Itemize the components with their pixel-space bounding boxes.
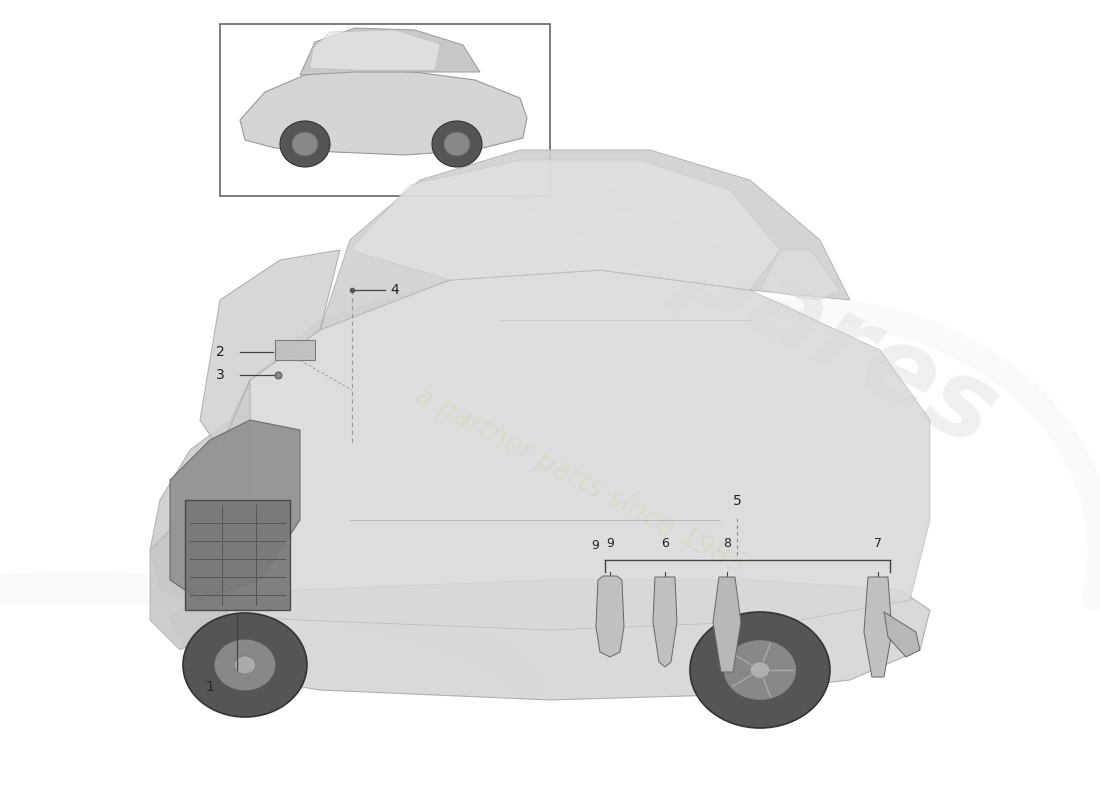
- Text: 9: 9: [591, 539, 598, 552]
- Polygon shape: [320, 150, 850, 330]
- Text: 7: 7: [873, 537, 882, 550]
- Text: eurspares: eurspares: [426, 90, 1014, 470]
- Polygon shape: [864, 577, 892, 677]
- Text: 2: 2: [217, 345, 226, 359]
- Text: 4: 4: [390, 283, 398, 297]
- Ellipse shape: [183, 613, 307, 717]
- Ellipse shape: [444, 132, 470, 156]
- Polygon shape: [170, 420, 300, 600]
- Polygon shape: [884, 612, 920, 657]
- Polygon shape: [200, 270, 930, 630]
- Text: 1: 1: [206, 680, 214, 694]
- Polygon shape: [150, 380, 250, 600]
- Text: 6: 6: [661, 537, 669, 550]
- Polygon shape: [170, 580, 929, 700]
- Ellipse shape: [280, 121, 330, 167]
- Polygon shape: [596, 576, 624, 657]
- Ellipse shape: [750, 662, 770, 678]
- Polygon shape: [200, 250, 340, 450]
- Ellipse shape: [690, 612, 829, 728]
- Ellipse shape: [723, 639, 796, 701]
- Polygon shape: [150, 520, 240, 650]
- Polygon shape: [350, 160, 780, 290]
- Text: a partner parts since 1985: a partner parts since 1985: [410, 381, 750, 579]
- Ellipse shape: [432, 121, 482, 167]
- Ellipse shape: [234, 656, 256, 674]
- Polygon shape: [760, 250, 840, 300]
- Bar: [220, 24, 550, 196]
- Polygon shape: [653, 577, 676, 667]
- Ellipse shape: [214, 639, 276, 691]
- Text: 3: 3: [217, 368, 226, 382]
- Text: 9: 9: [606, 537, 614, 550]
- Polygon shape: [310, 30, 440, 70]
- Polygon shape: [300, 28, 480, 75]
- Bar: [185, 500, 290, 610]
- Text: 8: 8: [723, 537, 732, 550]
- Polygon shape: [713, 577, 741, 672]
- Ellipse shape: [292, 132, 318, 156]
- Bar: [275, 340, 315, 360]
- Text: 5: 5: [733, 494, 741, 508]
- Polygon shape: [240, 70, 527, 155]
